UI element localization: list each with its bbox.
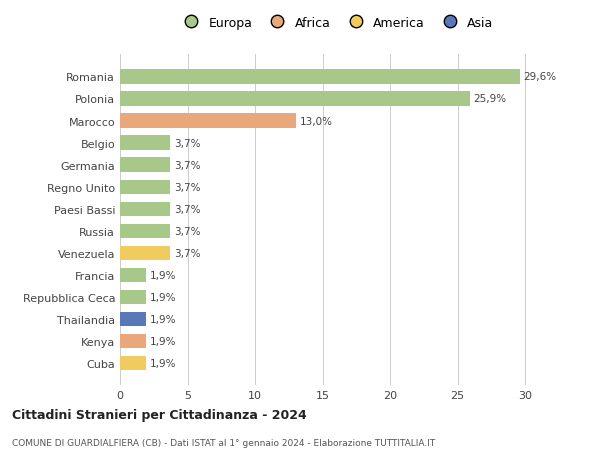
Bar	[120, 136, 170, 151]
Text: Cittadini Stranieri per Cittadinanza - 2024: Cittadini Stranieri per Cittadinanza - 2…	[12, 408, 307, 421]
Text: 3,7%: 3,7%	[174, 160, 200, 170]
Bar	[120, 180, 170, 195]
Text: 1,9%: 1,9%	[150, 358, 176, 369]
Bar	[120, 114, 296, 129]
Bar	[120, 202, 170, 217]
Legend: Europa, Africa, America, Asia: Europa, Africa, America, Asia	[173, 12, 499, 35]
Text: 3,7%: 3,7%	[174, 204, 200, 214]
Text: 3,7%: 3,7%	[174, 182, 200, 192]
Text: 1,9%: 1,9%	[150, 314, 176, 325]
Text: 3,7%: 3,7%	[174, 226, 200, 236]
Bar	[120, 290, 146, 304]
Text: 1,9%: 1,9%	[150, 336, 176, 347]
Text: 3,7%: 3,7%	[174, 248, 200, 258]
Text: 13,0%: 13,0%	[299, 116, 332, 126]
Bar	[120, 158, 170, 173]
Text: 25,9%: 25,9%	[474, 94, 507, 104]
Text: COMUNE DI GUARDIALFIERA (CB) - Dati ISTAT al 1° gennaio 2024 - Elaborazione TUTT: COMUNE DI GUARDIALFIERA (CB) - Dati ISTA…	[12, 438, 435, 447]
Bar	[120, 334, 146, 348]
Bar	[120, 224, 170, 239]
Bar	[120, 70, 520, 84]
Bar	[120, 92, 470, 106]
Text: 1,9%: 1,9%	[150, 292, 176, 302]
Text: 1,9%: 1,9%	[150, 270, 176, 280]
Bar	[120, 246, 170, 261]
Bar	[120, 268, 146, 282]
Text: 3,7%: 3,7%	[174, 138, 200, 148]
Bar	[120, 312, 146, 326]
Bar	[120, 356, 146, 370]
Text: 29,6%: 29,6%	[524, 72, 557, 82]
